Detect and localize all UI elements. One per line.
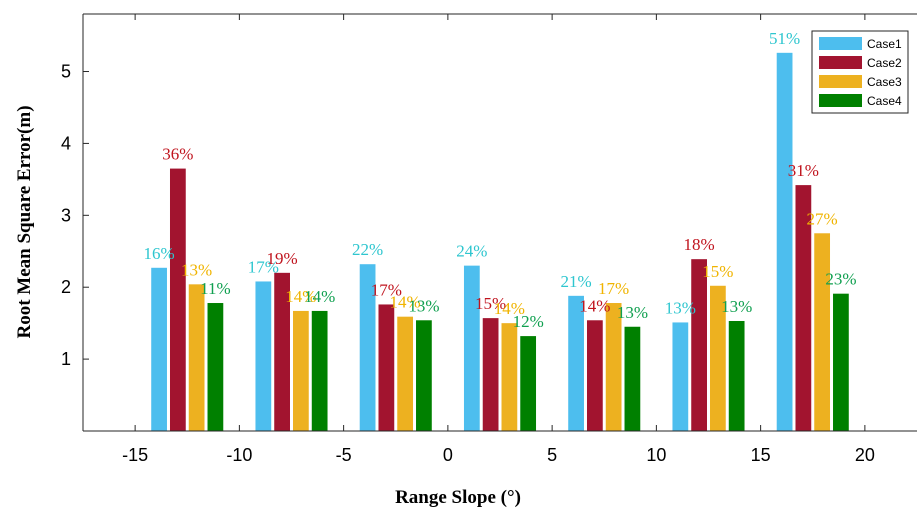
data-label-case1-5: 13% <box>665 298 696 317</box>
bar-case4-3 <box>520 336 537 431</box>
bar-case1-5 <box>672 322 689 431</box>
bar-case1-4 <box>568 295 584 431</box>
data-label-case2-0: 36% <box>162 145 193 164</box>
data-label-case2-2: 17% <box>371 280 402 299</box>
data-label-case2-6: 31% <box>788 161 819 180</box>
bar-case4-2 <box>416 320 432 431</box>
bar-case3-4 <box>605 303 622 431</box>
bar-case4-1 <box>311 310 328 431</box>
bar-case2-0 <box>169 168 186 431</box>
x-tick-label: 15 <box>751 445 771 465</box>
data-label-case4-6: 23% <box>825 270 856 289</box>
bar-case2-3 <box>482 318 499 431</box>
bars-layer <box>151 52 849 431</box>
data-label-case2-3: 15% <box>475 294 506 313</box>
data-label-case2-5: 18% <box>684 235 715 254</box>
y-tick-label: 5 <box>61 62 71 82</box>
legend-swatch-case4 <box>819 94 862 107</box>
legend-swatch-case3 <box>819 75 862 88</box>
data-label-case1-0: 16% <box>144 244 175 263</box>
bar-case3-1 <box>293 310 309 431</box>
bar-case1-0 <box>151 267 167 431</box>
x-axis-title: Range Slope (°) <box>395 487 521 508</box>
bar-case2-2 <box>378 304 395 431</box>
legend-label-case1: Case1 <box>867 37 902 51</box>
bar-case3-2 <box>397 316 414 431</box>
data-label-case3-6: 27% <box>807 209 838 228</box>
data-label-case4-4: 13% <box>617 303 648 322</box>
bar-case3-6 <box>814 233 831 431</box>
data-label-case4-3: 12% <box>513 312 544 331</box>
y-axis-title: Root Mean Square Error(m) <box>14 105 35 338</box>
data-label-case1-3: 24% <box>456 242 487 261</box>
data-label-case2-4: 14% <box>579 296 610 315</box>
bar-case3-5 <box>710 285 726 431</box>
x-tick-label: 20 <box>855 445 875 465</box>
data-label-case2-1: 19% <box>267 249 298 268</box>
bar-case2-5 <box>691 259 707 431</box>
bar-case4-0 <box>207 303 224 431</box>
bar-case4-4 <box>624 326 641 431</box>
y-tick-label: 2 <box>61 277 71 297</box>
data-label-case3-5: 15% <box>702 262 733 281</box>
y-tick-label: 4 <box>61 133 71 153</box>
legend-label-case3: Case3 <box>867 75 902 89</box>
bar-case1-2 <box>359 264 376 431</box>
x-tick-label: -5 <box>336 445 352 465</box>
bar-case2-4 <box>586 320 603 431</box>
x-tick-label: 5 <box>547 445 557 465</box>
legend-label-case2: Case2 <box>867 56 902 70</box>
axes-layer <box>82 13 917 432</box>
data-label-case3-2: 14% <box>390 293 421 312</box>
data-label-case3-0: 13% <box>181 260 212 279</box>
legend-label-case4: Case4 <box>867 94 902 108</box>
x-tick-label: 0 <box>443 445 453 465</box>
legend: Case1 Case2 Case3 Case4 <box>811 30 909 114</box>
legend-swatch-case2 <box>819 56 862 69</box>
data-label-case1-1: 17% <box>248 257 279 276</box>
bar-case4-6 <box>833 293 849 431</box>
data-label-case4-2: 13% <box>408 296 439 315</box>
data-label-case4-0: 11% <box>200 279 231 298</box>
bar-case3-3 <box>501 323 518 431</box>
ticks-layer: -15 -10 -5 0 5 10 15 20 1 2 3 4 5 <box>61 14 875 465</box>
data-label-case1-2: 22% <box>352 240 383 259</box>
legend-swatch-case1 <box>819 37 862 50</box>
bar-case1-6 <box>776 52 793 431</box>
bar-case1-1 <box>255 281 272 431</box>
data-label-case1-6: 51% <box>769 29 800 48</box>
y-tick-label: 3 <box>61 205 71 225</box>
bar-case1-3 <box>463 265 480 431</box>
x-tick-label: 10 <box>646 445 666 465</box>
x-tick-label: -15 <box>122 445 148 465</box>
data-label-case3-3: 14% <box>494 299 525 318</box>
data-label-case4-5: 13% <box>721 297 752 316</box>
bar-case4-5 <box>728 321 745 431</box>
bar-case2-1 <box>274 272 290 431</box>
bar-case2-6 <box>795 185 812 431</box>
data-labels-layer: 16%17%22% 24%21%13%51%36%19%17%15% 14%18%3… <box>144 29 857 331</box>
data-label-case3-1: 14% <box>285 287 316 306</box>
bar-case3-0 <box>188 284 205 431</box>
data-label-case3-4: 17% <box>598 279 629 298</box>
x-tick-label: -10 <box>226 445 252 465</box>
data-label-case1-4: 21% <box>561 272 592 291</box>
y-tick-label: 1 <box>61 349 71 369</box>
data-label-case4-1: 14% <box>304 287 335 306</box>
